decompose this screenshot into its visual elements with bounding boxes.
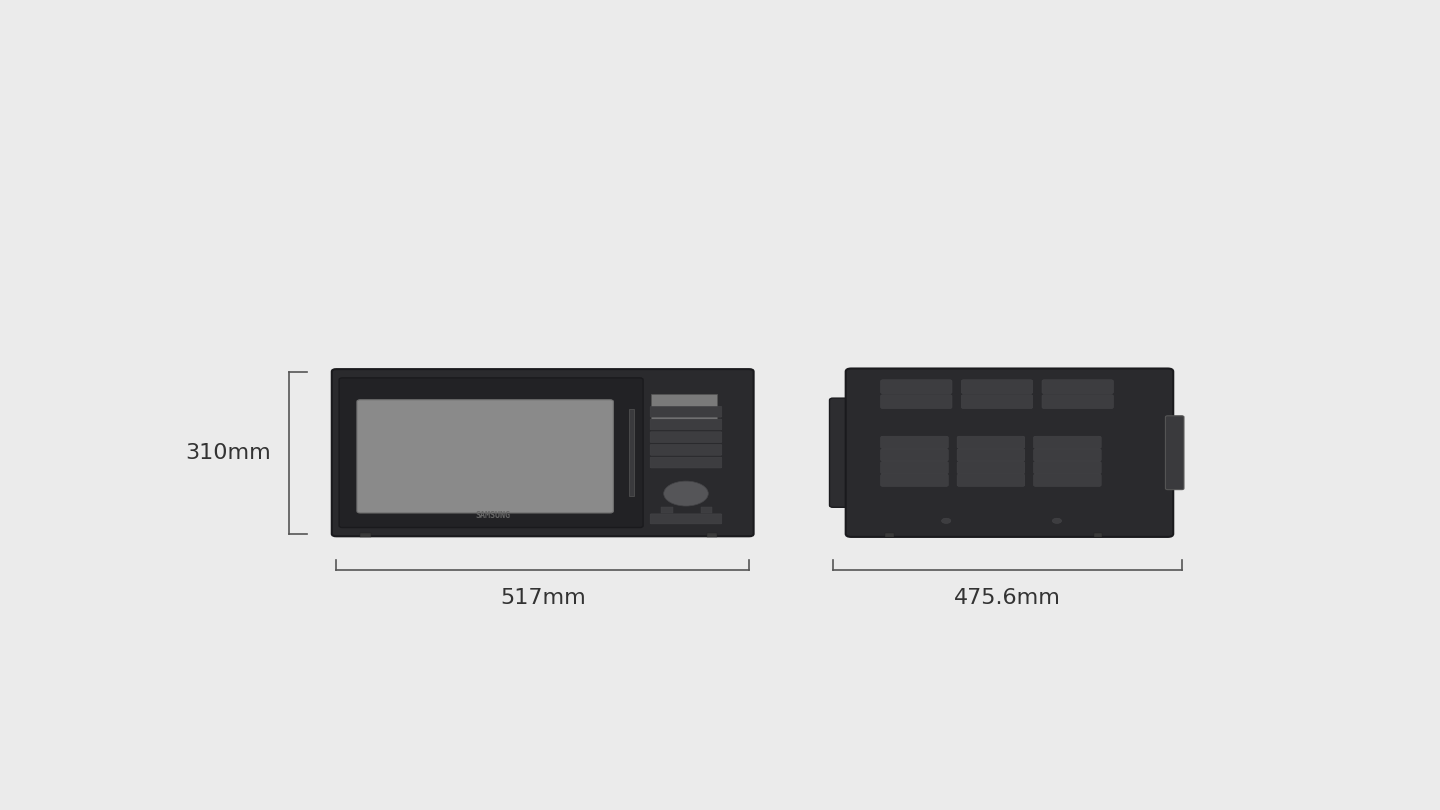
FancyBboxPatch shape bbox=[881, 437, 949, 449]
FancyBboxPatch shape bbox=[651, 457, 721, 468]
FancyBboxPatch shape bbox=[651, 432, 721, 442]
Circle shape bbox=[942, 518, 950, 523]
Text: 310mm: 310mm bbox=[186, 443, 271, 463]
FancyBboxPatch shape bbox=[958, 462, 1025, 474]
Bar bbox=[1094, 534, 1103, 537]
Bar bbox=[707, 534, 717, 537]
FancyBboxPatch shape bbox=[958, 449, 1025, 461]
FancyBboxPatch shape bbox=[845, 369, 1174, 537]
FancyBboxPatch shape bbox=[962, 394, 1032, 408]
Bar bbox=[886, 534, 894, 537]
Bar bbox=[701, 507, 713, 513]
FancyBboxPatch shape bbox=[651, 514, 721, 524]
FancyBboxPatch shape bbox=[1043, 394, 1113, 408]
FancyBboxPatch shape bbox=[651, 419, 721, 430]
FancyBboxPatch shape bbox=[331, 369, 753, 536]
FancyBboxPatch shape bbox=[338, 377, 644, 527]
FancyBboxPatch shape bbox=[881, 394, 952, 408]
Text: SAMSUNG: SAMSUNG bbox=[475, 510, 511, 520]
FancyBboxPatch shape bbox=[881, 474, 949, 486]
Bar bbox=[661, 507, 672, 513]
Text: 475.6mm: 475.6mm bbox=[953, 588, 1061, 608]
FancyBboxPatch shape bbox=[829, 399, 854, 507]
FancyBboxPatch shape bbox=[1034, 437, 1102, 449]
Circle shape bbox=[664, 481, 708, 506]
FancyBboxPatch shape bbox=[1034, 474, 1102, 486]
FancyBboxPatch shape bbox=[357, 400, 613, 513]
FancyBboxPatch shape bbox=[1034, 449, 1102, 461]
Text: 517mm: 517mm bbox=[500, 588, 586, 608]
FancyBboxPatch shape bbox=[881, 449, 949, 461]
FancyBboxPatch shape bbox=[962, 380, 1032, 394]
FancyBboxPatch shape bbox=[1165, 416, 1184, 489]
FancyBboxPatch shape bbox=[881, 462, 949, 474]
FancyBboxPatch shape bbox=[881, 380, 952, 394]
Bar bbox=[629, 409, 635, 497]
Bar bbox=[360, 534, 370, 537]
FancyBboxPatch shape bbox=[651, 445, 721, 455]
Bar bbox=[651, 394, 717, 419]
FancyBboxPatch shape bbox=[958, 437, 1025, 449]
FancyBboxPatch shape bbox=[1034, 462, 1102, 474]
FancyBboxPatch shape bbox=[1043, 380, 1113, 394]
Circle shape bbox=[1053, 518, 1061, 523]
FancyBboxPatch shape bbox=[958, 474, 1025, 486]
FancyBboxPatch shape bbox=[651, 407, 721, 417]
